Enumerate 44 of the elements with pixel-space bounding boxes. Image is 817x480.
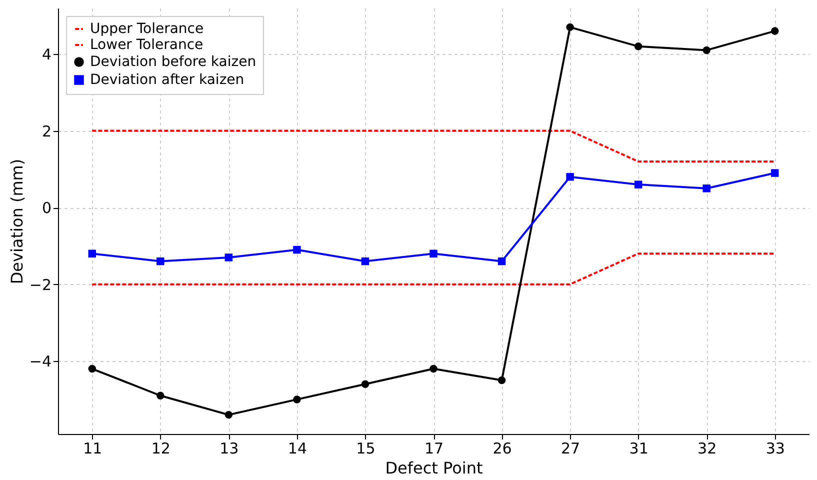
point [566, 23, 574, 32]
x-tick-label: 27 [561, 440, 580, 458]
y-tick-label: 2 [42, 122, 52, 140]
x-tick-label: 26 [492, 440, 512, 458]
x-tick-label: 32 [698, 440, 717, 458]
y-tick-label: 0 [42, 199, 52, 218]
point [156, 257, 164, 266]
point [498, 376, 506, 384]
y-tick-label: −2 [29, 276, 52, 294]
point [224, 254, 233, 262]
x-tick-label: 17 [424, 440, 444, 458]
point [770, 27, 779, 35]
legend-label: Lower Tolerance [90, 37, 204, 53]
x-tick-label: 13 [220, 440, 239, 458]
x-tick-label: 12 [151, 440, 170, 458]
x-tick-label: 15 [356, 440, 376, 458]
y-axis-title: Deviation (mm) [7, 158, 26, 284]
point [88, 250, 96, 258]
point [224, 410, 233, 419]
point [293, 246, 301, 254]
point [634, 180, 642, 188]
x-axis-title: Defect Point [385, 458, 483, 478]
point [702, 46, 710, 54]
x-tick-label: 33 [766, 440, 785, 458]
point [702, 184, 710, 192]
point [156, 392, 164, 400]
point [498, 257, 506, 266]
x-tick-label: 31 [629, 440, 648, 458]
point [634, 42, 642, 50]
point [566, 172, 574, 181]
legend-label: Deviation before kaizen [90, 54, 256, 70]
x-tick-label: 14 [288, 440, 307, 458]
point [770, 169, 779, 177]
point [430, 364, 438, 373]
y-tick-label: 4 [42, 46, 52, 64]
legend-label: Deviation after kaizen [90, 72, 244, 88]
y-tick-label: −4 [29, 352, 52, 371]
point [293, 396, 301, 404]
point [430, 250, 438, 258]
x-tick-label: 11 [83, 440, 102, 458]
point [361, 257, 370, 266]
point [88, 364, 96, 373]
point [361, 380, 370, 388]
legend-label: Upper Tolerance [90, 21, 204, 37]
